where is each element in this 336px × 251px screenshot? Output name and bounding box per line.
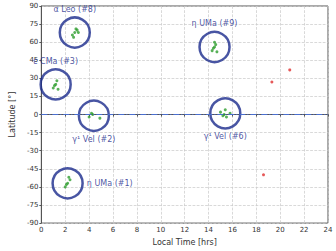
svg-text:15: 15 bbox=[29, 92, 38, 100]
svg-text:4: 4 bbox=[87, 226, 92, 234]
svg-text:14: 14 bbox=[204, 226, 213, 234]
svg-text:α Leo (#8): α Leo (#8) bbox=[54, 5, 97, 14]
svg-text:-90: -90 bbox=[27, 219, 38, 227]
svg-text:2: 2 bbox=[63, 226, 67, 234]
svg-text:ε CMa (#3): ε CMa (#3) bbox=[33, 57, 78, 66]
svg-text:-45: -45 bbox=[27, 165, 38, 173]
svg-text:6: 6 bbox=[111, 226, 116, 234]
svg-text:Local Time [hrs]: Local Time [hrs] bbox=[153, 238, 217, 247]
svg-text:60: 60 bbox=[29, 38, 38, 46]
svg-text:24: 24 bbox=[324, 226, 333, 234]
svg-text:γ¹ Vel (#6): γ¹ Vel (#6) bbox=[204, 132, 247, 141]
svg-text:20: 20 bbox=[276, 226, 285, 234]
svg-text:-15: -15 bbox=[27, 129, 38, 137]
svg-text:0: 0 bbox=[34, 111, 38, 119]
svg-text:10: 10 bbox=[156, 226, 165, 234]
svg-text:-60: -60 bbox=[27, 183, 38, 191]
svg-text:η UMa (#9): η UMa (#9) bbox=[192, 19, 238, 28]
svg-text:γ¹ Vel (#2): γ¹ Vel (#2) bbox=[72, 135, 115, 144]
svg-text:75: 75 bbox=[29, 20, 38, 28]
svg-text:22: 22 bbox=[300, 226, 309, 234]
svg-text:90: 90 bbox=[29, 2, 38, 10]
svg-text:8: 8 bbox=[135, 226, 139, 234]
svg-text:-75: -75 bbox=[27, 201, 38, 209]
svg-text:0: 0 bbox=[39, 226, 43, 234]
svg-text:30: 30 bbox=[29, 74, 38, 82]
svg-text:-30: -30 bbox=[27, 147, 38, 155]
svg-text:18: 18 bbox=[252, 226, 261, 234]
svg-text:12: 12 bbox=[180, 226, 189, 234]
svg-text:16: 16 bbox=[228, 226, 237, 234]
svg-text:η UMa (#1): η UMa (#1) bbox=[87, 179, 133, 188]
svg-text:Latitude [°]: Latitude [°] bbox=[8, 92, 17, 138]
